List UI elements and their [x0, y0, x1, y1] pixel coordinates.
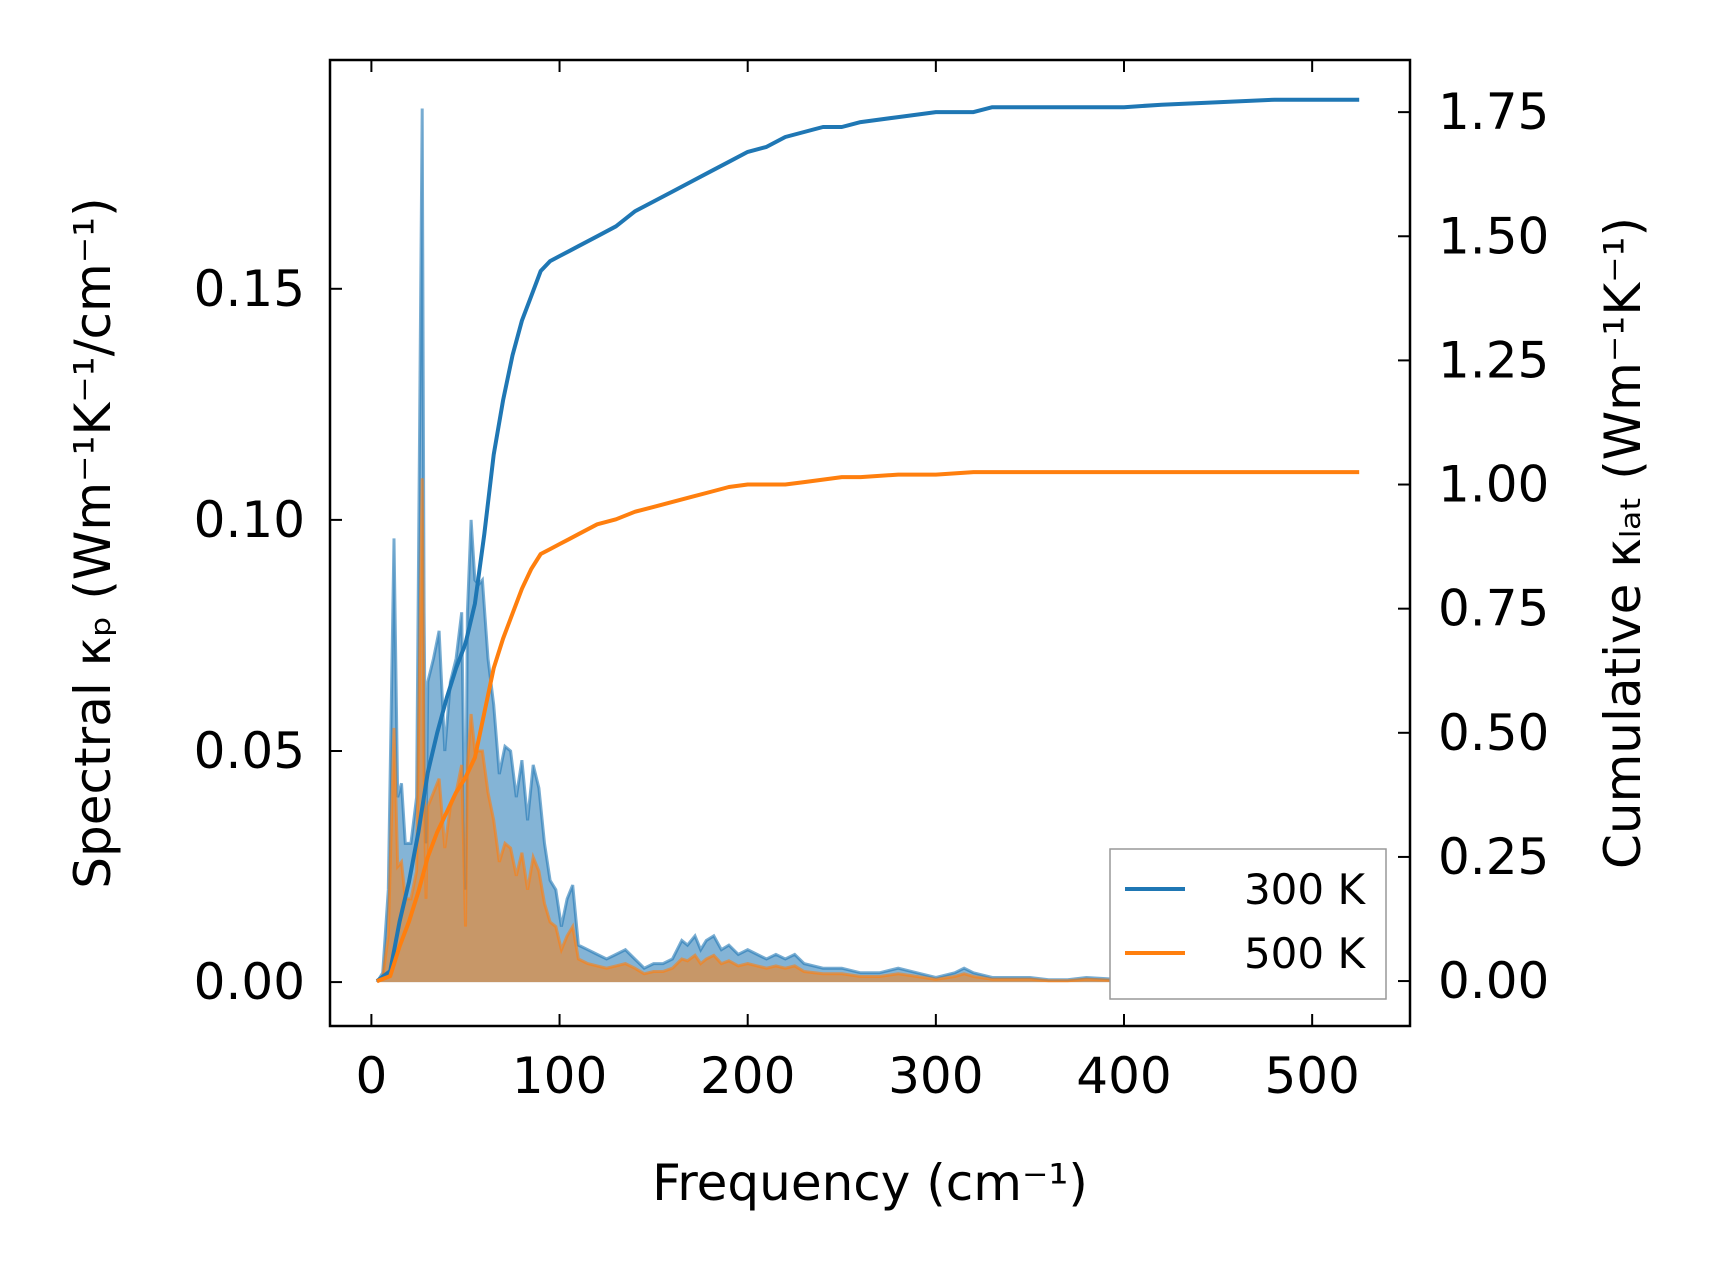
cumulative-line-300k [375, 97, 1360, 983]
y-tick-right-label: 1.75 [1438, 83, 1549, 141]
spectral-area-500k [377, 478, 1360, 983]
legend: 300 K 500 K [1109, 848, 1387, 1000]
x-tick-label: 0 [355, 1047, 387, 1105]
y-tick-right-label: 1.25 [1438, 331, 1549, 389]
cumulative-layer [375, 97, 1360, 983]
y-tick-right-label: 1.50 [1438, 207, 1549, 265]
y-tick-right-label: 0.50 [1438, 704, 1549, 762]
y-tick-left-label: 0.15 [194, 260, 305, 318]
x-tick-label: 300 [888, 1047, 983, 1105]
y-tick-left-label: 0.10 [194, 491, 305, 549]
y-tick-left-label: 0.00 [194, 953, 305, 1011]
y-axis-left-title: Spectral κₚ (Wm⁻¹K⁻¹/cm⁻¹) [64, 197, 122, 888]
y-tick-right-label: 1.00 [1438, 456, 1549, 514]
x-tick-label: 200 [700, 1047, 795, 1105]
spectral-line-500k [376, 478, 1360, 984]
x-tick-label: 100 [512, 1047, 607, 1105]
ticks-layer: 0 100 200 300 400 500 0.00 0.05 0.10 0.15 0.00 0.25… [194, 60, 1549, 1105]
legend-label-500k: 500 K [1244, 929, 1367, 978]
x-axis-title: Frequency (cm⁻¹) [652, 1154, 1088, 1212]
y-tick-right-label: 0.75 [1438, 580, 1549, 638]
x-tick-label: 500 [1264, 1047, 1359, 1105]
legend-frame [1109, 848, 1387, 1000]
cumulative-line-500k [376, 470, 1360, 983]
y-tick-left-label: 0.05 [194, 722, 305, 780]
x-tick-label: 400 [1076, 1047, 1171, 1105]
plot-frame [328, 58, 1412, 1028]
y-tick-right-label: 0.25 [1438, 828, 1549, 886]
legend-label-300k: 300 K [1244, 865, 1367, 914]
y-tick-right-label: 0.00 [1438, 952, 1549, 1010]
y-axis-right-title: Cumulative κₗₐₜ (Wm⁻¹K⁻¹) [1594, 217, 1652, 869]
